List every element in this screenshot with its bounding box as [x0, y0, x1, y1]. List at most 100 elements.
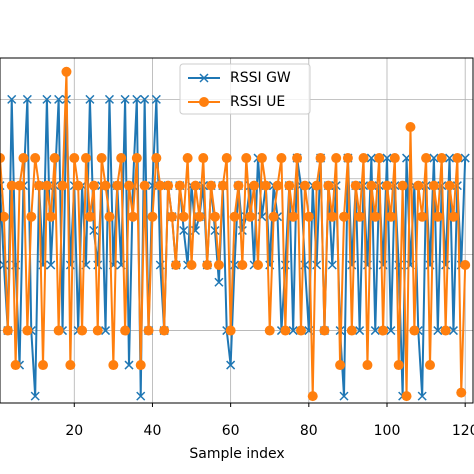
- point: [6, 180, 17, 191]
- point: [132, 94, 142, 104]
- point: [14, 180, 25, 191]
- point: [386, 326, 396, 336]
- point: [104, 94, 114, 104]
- point: [170, 260, 181, 270]
- point: [124, 180, 134, 191]
- point: [104, 211, 115, 222]
- point: [167, 211, 177, 222]
- point: [355, 326, 365, 336]
- point: [413, 180, 424, 191]
- point: [139, 180, 150, 191]
- point: [159, 325, 170, 336]
- point: [225, 325, 236, 336]
- point: [260, 180, 271, 191]
- point: [284, 180, 295, 191]
- point: [41, 180, 52, 191]
- point: [276, 153, 287, 164]
- point: [440, 325, 451, 336]
- point: [0, 153, 5, 164]
- point: [2, 325, 13, 336]
- point: [116, 153, 127, 164]
- point: [354, 211, 365, 222]
- point: [45, 211, 56, 222]
- point: [178, 211, 189, 222]
- point: [49, 153, 60, 164]
- point: [319, 325, 330, 336]
- point: [401, 391, 412, 402]
- point: [77, 325, 88, 336]
- point: [163, 180, 174, 191]
- point: [18, 153, 29, 164]
- point: [81, 153, 91, 164]
- point: [428, 180, 439, 191]
- point: [30, 153, 41, 164]
- point: [73, 180, 84, 191]
- point: [456, 387, 467, 398]
- point: [417, 391, 427, 401]
- point: [214, 277, 224, 287]
- point: [198, 153, 209, 164]
- point: [140, 94, 150, 104]
- point: [53, 325, 64, 336]
- point: [34, 180, 45, 191]
- point: [85, 94, 95, 104]
- plot: [0, 66, 471, 402]
- point: [249, 180, 260, 191]
- point: [237, 260, 248, 270]
- point: [327, 260, 337, 270]
- point: [346, 325, 357, 336]
- point: [226, 360, 236, 370]
- point: [96, 153, 107, 164]
- point: [210, 211, 220, 222]
- point: [374, 153, 385, 164]
- point: [327, 211, 338, 222]
- point: [339, 391, 349, 401]
- point: [42, 94, 52, 104]
- point: [179, 225, 189, 236]
- point: [323, 180, 334, 191]
- point: [217, 180, 228, 191]
- point: [147, 211, 158, 222]
- point: [299, 180, 310, 191]
- point: [421, 153, 432, 164]
- point: [389, 153, 400, 164]
- point: [296, 325, 306, 336]
- point: [448, 211, 459, 222]
- x-axis-label: Sample index: [189, 446, 284, 462]
- point: [264, 325, 275, 336]
- point: [69, 153, 80, 164]
- point: [108, 360, 119, 371]
- legend-label: RSSI UE: [230, 94, 285, 110]
- point: [448, 326, 458, 336]
- point: [378, 325, 389, 336]
- point: [409, 325, 420, 336]
- point: [444, 180, 455, 191]
- point: [417, 211, 428, 222]
- point: [229, 211, 240, 222]
- point: [370, 326, 380, 336]
- point: [131, 153, 142, 164]
- point: [280, 325, 291, 336]
- point: [101, 326, 111, 336]
- point: [452, 153, 463, 164]
- point: [272, 180, 283, 191]
- point: [54, 94, 64, 104]
- point: [362, 360, 373, 371]
- point: [182, 153, 193, 164]
- point: [366, 180, 377, 191]
- point: [151, 153, 162, 164]
- point: [292, 153, 303, 164]
- point: [433, 326, 443, 336]
- point: [382, 153, 392, 163]
- point: [432, 211, 443, 222]
- axes-frame: [0, 57, 474, 404]
- point: [303, 211, 314, 222]
- x-tick-label: 60: [222, 423, 240, 439]
- point: [124, 360, 134, 370]
- point: [120, 94, 130, 104]
- point: [233, 180, 244, 191]
- point: [89, 225, 99, 236]
- point: [358, 153, 369, 164]
- point: [370, 211, 381, 222]
- point: [57, 180, 68, 191]
